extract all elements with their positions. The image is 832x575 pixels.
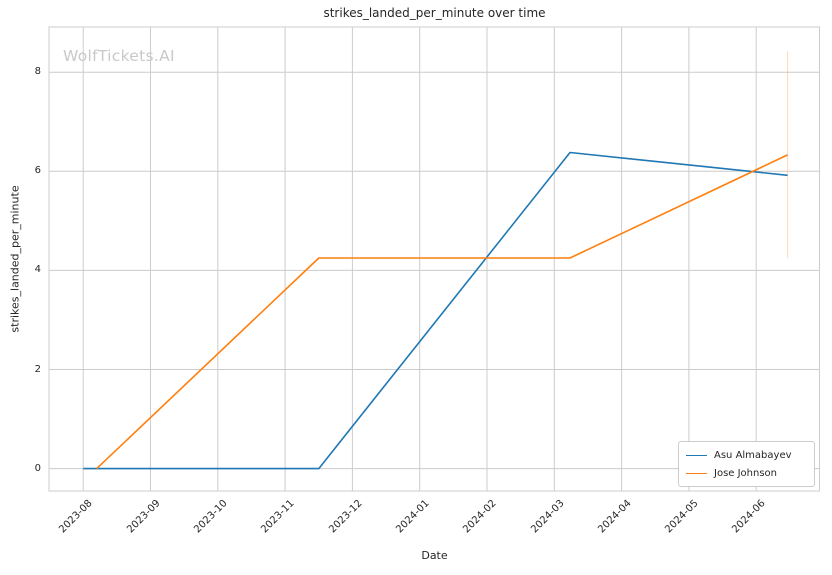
y-tick-label: 8: [34, 66, 41, 78]
y-tick-label: 6: [34, 165, 41, 177]
legend-line-sample-orange: [686, 472, 707, 474]
y-axis-label: strikes_landed_per_minute: [8, 185, 22, 333]
legend: Asu Almabayev Jose Johnson: [678, 441, 815, 487]
chart-title: strikes_landed_per_minute over time: [323, 6, 546, 20]
legend-label: Asu Almabayev: [714, 449, 792, 461]
legend-item-asu-almabayev: Asu Almabayev: [686, 450, 807, 461]
y-tick-label: 0: [34, 462, 41, 474]
legend-label: Jose Johnson: [714, 467, 778, 479]
y-tick-label: 4: [34, 264, 41, 276]
series-line-jose-johnson: [96, 154, 788, 470]
legend-item-jose-johnson: Jose Johnson: [686, 468, 807, 479]
y-tick-label: 2: [34, 363, 41, 375]
watermark-text: WolfTickets.AI: [63, 47, 175, 65]
plot-border: [48, 26, 820, 492]
series-line-asu-almabayev: [83, 151, 788, 470]
x-axis-label: Date: [421, 549, 448, 562]
legend-line-sample-blue: [686, 454, 707, 456]
